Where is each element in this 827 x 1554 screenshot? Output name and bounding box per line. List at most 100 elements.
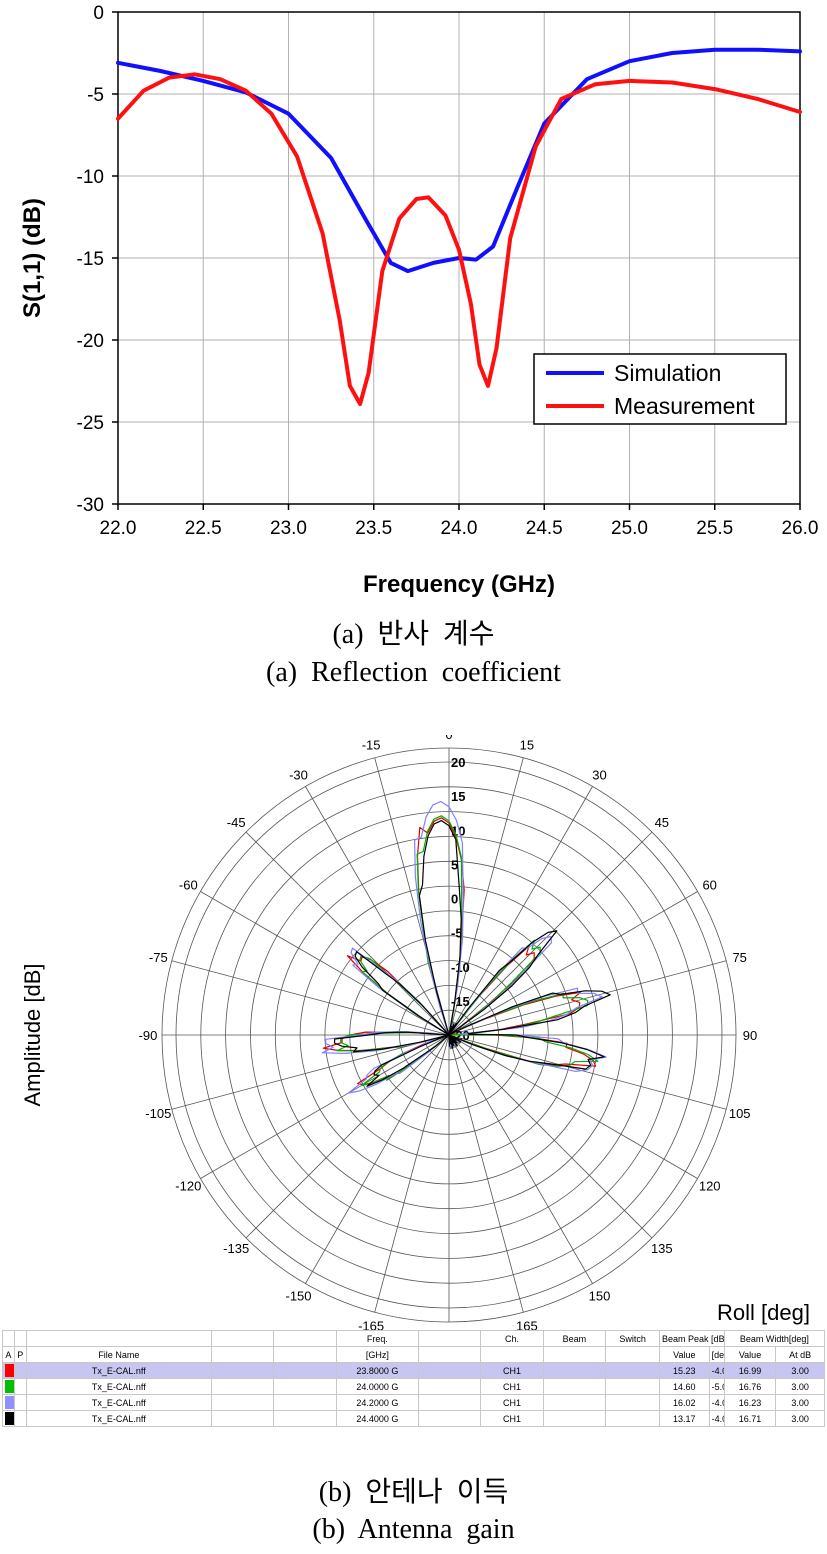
angle-tick-label: -30 — [289, 767, 308, 782]
header-p: P — [13, 1346, 27, 1363]
table-row[interactable]: Tx_E-CAL.nff 24.4000 G CH1 13.17 -4.00 P… — [2, 1410, 825, 1427]
angular-axis-label: Roll [deg] — [717, 1300, 810, 1325]
header-peak-value: Value — [659, 1346, 710, 1363]
polar-spoke — [448, 1034, 593, 1284]
radial-axis-label: Amplitude [dB] — [20, 963, 45, 1106]
row-freq: 24.2000 G — [335, 1394, 419, 1411]
angle-tick-label: -120 — [175, 1179, 201, 1194]
angle-tick-label: -135 — [223, 1241, 249, 1256]
row-width-atdb: 3.00 — [775, 1410, 825, 1427]
table-row[interactable]: Tx_E-CAL.nff 24.0000 G CH1 14.60 -5.00 P… — [2, 1378, 825, 1395]
y-axis-label: S(1,1) (dB) — [19, 198, 46, 318]
antenna-gain-polar-chart: 0153045607590105120135150165180-165-150-… — [20, 735, 810, 1330]
angle-tick-label: -60 — [179, 878, 198, 893]
angle-tick-label: -75 — [149, 950, 168, 965]
polar-spoke — [171, 1034, 450, 1110]
radial-tick-label: 5 — [451, 857, 458, 872]
row-file-name: Tx_E-CAL.nff — [25, 1394, 212, 1411]
row-peak-value: 16.02 — [659, 1394, 710, 1411]
angle-tick-label: -105 — [145, 1106, 171, 1121]
angle-tick-label: -45 — [227, 815, 246, 830]
polar-spoke — [448, 891, 698, 1036]
angle-tick-label: 60 — [702, 878, 716, 893]
header-switch: Switch — [605, 1330, 661, 1347]
row-width-atdb: 3.00 — [775, 1378, 825, 1395]
y-tick-label: -15 — [77, 249, 104, 270]
legend-box — [533, 353, 787, 425]
polar-spoke — [245, 831, 450, 1036]
row-file-name: Tx_E-CAL.nff — [25, 1378, 212, 1395]
row-peak-deg: -4.00 — [711, 1413, 724, 1424]
angle-tick-label: -165 — [358, 1319, 384, 1330]
header-freq-unit: [GHz] — [335, 1346, 419, 1363]
row-peak-deg: -4.00 — [711, 1397, 724, 1408]
plot-frame — [117, 11, 801, 505]
table-header-row-1: Freq. Ch. Beam Switch Beam Peak [dB] Bea… — [2, 1330, 826, 1347]
row-peak-deg: -4.00 — [711, 1365, 724, 1376]
angle-tick-label: 105 — [729, 1106, 751, 1121]
row-peak-value: 15.23 — [659, 1362, 710, 1379]
x-tick-label: 26.0 — [782, 518, 819, 539]
header-peak-deg: [deg] — [708, 1346, 725, 1363]
header-beam: Beam — [542, 1330, 607, 1347]
angle-tick-label: 45 — [655, 815, 669, 830]
row-peak-value: 13.17 — [659, 1410, 710, 1427]
polar-spoke — [171, 960, 450, 1036]
table-row[interactable]: Tx_E-CAL.nff 23.8000 G CH1 15.23 -4.00 P… — [2, 1362, 825, 1379]
angle-tick-label: -90 — [139, 1028, 158, 1043]
x-tick-label: 24.0 — [441, 518, 478, 539]
angle-tick-label: 165 — [516, 1319, 538, 1330]
header-width-value: Value — [723, 1346, 777, 1363]
row-file-name: Tx_E-CAL.nff — [25, 1410, 212, 1427]
row-ch: CH1 — [480, 1394, 544, 1411]
polar-spoke — [305, 1034, 450, 1284]
series-color-swatch — [5, 1364, 14, 1377]
polar-series-trace — [333, 820, 611, 1087]
y-tick-label: -30 — [77, 495, 104, 516]
angle-tick-label: 75 — [732, 950, 746, 965]
y-tick-label: -10 — [77, 167, 104, 188]
row-ch: CH1 — [480, 1378, 544, 1395]
x-tick-label: 25.5 — [696, 518, 733, 539]
header-file-name: File Name — [25, 1346, 212, 1363]
radial-tick-label: -5 — [451, 926, 463, 941]
angle-tick-label: 30 — [592, 767, 606, 782]
polar-spoke — [374, 1034, 450, 1313]
row-freq: 24.4000 G — [335, 1410, 419, 1427]
angle-tick-label: 180 — [438, 1329, 460, 1330]
polar-spoke — [200, 891, 450, 1036]
polar-spoke — [448, 1034, 653, 1239]
polar-spoke — [448, 1034, 524, 1313]
header-beam-width: Beam Width[deg] — [723, 1330, 826, 1347]
table-header-row-2: A P File Name [GHz] Value [deg] Value At… — [2, 1346, 825, 1363]
polar-spoke — [448, 786, 593, 1036]
row-peak-value: 14.60 — [659, 1378, 710, 1395]
radial-tick-label: 15 — [451, 789, 465, 804]
angle-tick-label: 150 — [589, 1289, 611, 1304]
series-color-swatch — [5, 1380, 14, 1393]
series-color-swatch — [5, 1396, 14, 1409]
series-line-measurement — [116, 72, 802, 406]
measurement-table: Freq. Ch. Beam Switch Beam Peak [dB] Bea… — [2, 1330, 826, 1427]
y-tick-label: -20 — [77, 331, 104, 352]
caption-a-korean: (a) 반사 계수 — [332, 619, 495, 650]
row-peak-deg: -5.00 — [711, 1381, 724, 1392]
angle-tick-label: -150 — [285, 1289, 311, 1304]
polar-spoke — [374, 757, 450, 1036]
x-tick-label: 22.0 — [100, 518, 137, 539]
polar-spoke — [305, 786, 450, 1036]
angle-tick-label: 15 — [520, 737, 534, 752]
table-row[interactable]: Tx_E-CAL.nff 24.2000 G CH1 16.02 -4.00 P… — [2, 1394, 825, 1411]
y-tick-label: -5 — [87, 85, 104, 106]
polar-spoke — [448, 1034, 727, 1110]
polar-series-trace — [322, 817, 597, 1086]
row-width-value: 16.71 — [723, 1410, 777, 1427]
polar-series-trace — [336, 815, 599, 1087]
row-freq: 23.8000 G — [335, 1362, 419, 1379]
legend-label: Simulation — [614, 360, 721, 386]
reflection-coefficient-chart: 22.0 22.5 23.0 23.5 24.0 24.5 25.0 25.5 26.0 0 -5 -… — [19, 3, 819, 598]
caption-a-english: (a) Reflection coefficient — [266, 657, 561, 688]
radial-tick-label: -10 — [451, 960, 470, 975]
angle-tick-label: 120 — [699, 1179, 721, 1194]
header-a: A — [2, 1346, 15, 1363]
